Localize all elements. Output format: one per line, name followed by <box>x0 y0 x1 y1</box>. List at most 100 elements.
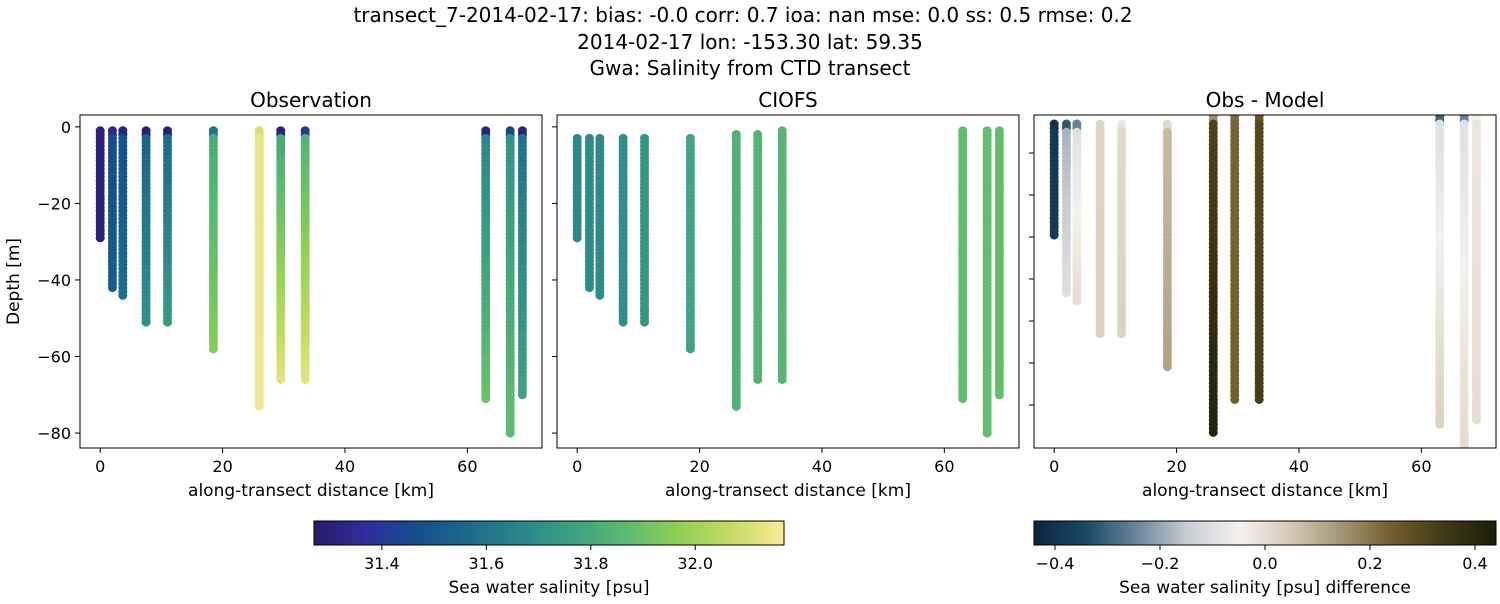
data-point <box>958 394 968 404</box>
data-point <box>572 233 582 243</box>
data-point <box>1061 288 1071 298</box>
station-profile <box>1254 115 1264 404</box>
data-point <box>1072 296 1082 306</box>
station-profile <box>1117 119 1127 339</box>
colorbar-salinity: 31.4 31.6 31.8 32.0 Sea water salinity [psu] <box>313 520 785 598</box>
x-tick-label: 20 <box>1166 457 1186 476</box>
data-point <box>595 290 605 300</box>
station-profile <box>254 126 264 411</box>
axes-frame <box>556 114 1020 449</box>
colorbar-label: Sea water salinity [psu] difference <box>1119 578 1411 598</box>
x-axis-label: along-transect distance [km] <box>188 481 434 501</box>
station-profile <box>1435 115 1445 429</box>
station-profile <box>958 126 968 404</box>
station-profile <box>1471 115 1481 425</box>
station-profile <box>208 126 218 354</box>
data-point <box>1460 448 1469 457</box>
station-profile <box>300 126 310 384</box>
colorbar-tick-label: −0.4 <box>1036 554 1075 573</box>
x-tick-label: 60 <box>934 457 954 476</box>
station-profile <box>505 126 515 438</box>
station-profile <box>1208 115 1218 437</box>
panel-obs-model: Obs - Model 0 20 40 60 along-transect distanc… <box>1029 88 1497 501</box>
data-point <box>118 290 128 300</box>
data-point <box>1460 461 1469 470</box>
y-tick-label: −20 <box>37 194 71 213</box>
data-point <box>1230 394 1240 404</box>
data-point <box>481 394 491 404</box>
panel-title: Obs - Model <box>1206 88 1325 112</box>
data-point <box>777 374 787 384</box>
data-point <box>254 401 264 411</box>
station-profile <box>777 126 787 384</box>
scatter-points <box>1049 115 1481 470</box>
station-profile <box>753 130 763 384</box>
colorbar-tick-label: 32.0 <box>677 554 713 573</box>
data-point <box>1459 444 1469 448</box>
station-profile <box>731 130 741 411</box>
figure-title-line3: Gwa: Salinity from CTD transect <box>590 56 911 80</box>
panel-title: Observation <box>250 88 372 112</box>
panel-observation: Observation 0 20 40 60 along-transect distanc… <box>4 88 543 501</box>
station-profile <box>481 126 491 404</box>
panel-title: CIOFS <box>758 88 817 112</box>
y-tick-label: −60 <box>37 348 71 367</box>
data-point <box>505 428 515 438</box>
panel-ciofs: CIOFS 0 20 40 60 along-transect distance [km] <box>552 88 1020 501</box>
x-tick-label: 60 <box>1411 457 1431 476</box>
data-point <box>731 401 741 411</box>
station-profile <box>982 126 992 438</box>
colorbar-tick-label: 0.2 <box>1357 554 1382 573</box>
colorbar-tick-label: 31.4 <box>364 554 400 573</box>
data-point <box>517 390 527 400</box>
station-profile <box>1061 119 1071 298</box>
x-tick-label: 60 <box>457 457 477 476</box>
data-point <box>618 317 628 327</box>
data-point <box>753 374 763 384</box>
x-tick-label: 40 <box>335 457 355 476</box>
station-profile <box>517 126 527 400</box>
data-point <box>107 283 117 293</box>
scatter-points <box>572 126 1004 438</box>
station-profile <box>685 133 695 354</box>
y-tick-label: −40 <box>37 271 71 290</box>
data-point <box>1471 415 1481 425</box>
colorbar-tick-label: 31.6 <box>469 554 505 573</box>
colorbar-tick-label: 0.0 <box>1252 554 1277 573</box>
data-point <box>276 374 286 384</box>
colorbar-tick-label: −0.2 <box>1141 554 1180 573</box>
data-point <box>685 344 695 354</box>
station-profile <box>1162 119 1172 372</box>
x-tick-label: 0 <box>1049 457 1059 476</box>
data-point <box>1095 329 1105 339</box>
x-tick-label: 0 <box>95 457 105 476</box>
data-point <box>300 374 310 384</box>
x-tick-label: 40 <box>812 457 832 476</box>
station-profile <box>640 133 650 327</box>
colorbar-difference: −0.4 −0.2 0.0 0.2 0.4 Sea water salinity [psu… <box>1033 520 1497 598</box>
station-profile <box>1459 115 1469 470</box>
station-profile <box>1049 119 1059 240</box>
station-profile <box>118 126 128 300</box>
data-point <box>1117 329 1127 339</box>
station-profile <box>618 133 628 327</box>
data-point <box>584 283 594 293</box>
data-point <box>1162 362 1172 372</box>
data-point <box>640 317 650 327</box>
axes-frame <box>1033 114 1497 449</box>
x-tick-label: 20 <box>212 457 232 476</box>
x-tick-label: 20 <box>689 457 709 476</box>
station-profile <box>276 126 286 384</box>
colorbar-bar <box>1033 520 1497 546</box>
data-point <box>1208 427 1218 437</box>
data-point <box>994 390 1004 400</box>
x-tick-label: 0 <box>572 457 582 476</box>
data-point <box>208 344 218 354</box>
data-point <box>1435 419 1445 429</box>
station-profile <box>1095 119 1105 339</box>
station-profile <box>141 126 151 327</box>
data-point <box>1460 453 1469 462</box>
station-profile <box>584 133 594 293</box>
